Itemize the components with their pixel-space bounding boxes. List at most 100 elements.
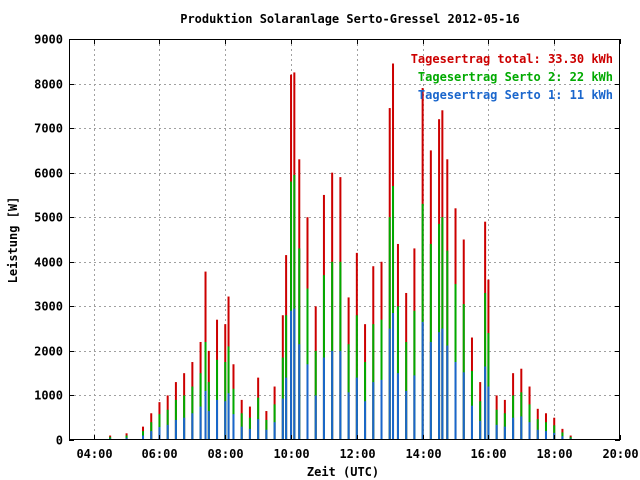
bar [224,362,227,440]
bar [265,429,268,440]
bar [142,435,145,440]
y-tick-label: 6000 [34,167,63,181]
plot-frame [69,39,620,440]
bar [191,386,194,440]
bar [380,379,383,440]
bar [429,341,432,440]
bar [355,377,358,440]
bar [396,373,399,440]
y-tick-label: 1000 [34,389,63,403]
bar [396,306,399,440]
bar [454,362,457,440]
bar [306,364,309,440]
x-tick-label: 16:00 [470,447,506,461]
y-tick-label: 5000 [34,211,63,225]
bar [339,350,342,440]
bar [421,321,424,440]
bar [462,372,465,440]
y-tick-label: 3000 [34,300,63,314]
bar [487,386,490,440]
y-tick-label: 9000 [34,33,63,47]
bar [207,411,210,440]
series-3-bars [109,308,572,440]
y-tick-label: 0 [56,434,63,448]
grid-layer [69,39,620,440]
bar [347,344,350,440]
bar [470,370,473,440]
bar [413,375,416,440]
x-tick-label: 06:00 [141,447,177,461]
bar [470,405,473,440]
x-tick-label: 14:00 [405,447,441,461]
bar [166,424,169,440]
bar [257,419,260,440]
bar [405,390,408,440]
bar [553,425,556,440]
bar [503,426,506,440]
axes-layer: 0 1000 2000 3000 4000 5000 6000 7000 8000 9000 04:… [34,33,638,462]
bar [290,310,293,440]
y-axis-label: Leistung [W] [6,197,20,284]
bar [174,419,177,440]
x-tick-label: 08:00 [207,447,243,461]
bar [240,426,243,440]
x-tick-label: 12:00 [339,447,375,461]
bar [298,344,301,440]
bar [322,357,325,440]
bar [561,436,564,440]
legend-entry: Tagesertrag total: 33.30 kWh [411,52,613,66]
x-axis-label: Zeit (UTC) [307,465,379,479]
bar [191,413,194,440]
bar [199,406,202,440]
bar [372,382,375,440]
bar [479,420,482,440]
bar [227,393,230,440]
bar [364,401,367,440]
bar [347,392,350,440]
bar [392,313,395,440]
bar [520,392,523,440]
bar [227,346,230,440]
bar [536,419,539,440]
bar [438,223,441,440]
x-tick-label: 10:00 [273,447,309,461]
bar [314,395,317,440]
y-tick-label: 2000 [34,345,63,359]
bar [446,250,449,440]
bar [512,417,515,440]
bar [331,350,334,440]
bar [438,332,441,440]
bar [293,174,296,440]
x-tick-label: 20:00 [602,447,638,461]
bar [207,382,210,440]
y-tick-label: 7000 [34,122,63,136]
bar [306,288,309,440]
bar [441,328,444,440]
x-tick-label: 18:00 [536,447,572,461]
bar [285,377,288,440]
bar [388,328,391,440]
bar [536,429,539,440]
bar [520,416,523,440]
bar [290,181,293,440]
bar [544,431,547,440]
legend-entry: Tagesertrag Serto 1: 11 kWh [418,88,613,102]
bar [462,304,465,440]
bar [232,414,235,440]
bar [528,422,531,440]
bar [484,366,487,440]
bar [281,398,284,440]
bar [158,427,161,440]
chart-title: Produktion Solaranlage Serto-Gressel 201… [180,12,520,26]
y-tick-label: 8000 [34,78,63,92]
bar [479,401,482,440]
bar [495,424,498,440]
bar [298,248,301,440]
y-tick-label: 4000 [34,256,63,270]
bar [216,399,219,440]
bar [125,437,128,440]
bar [224,401,227,440]
bar [364,362,367,440]
